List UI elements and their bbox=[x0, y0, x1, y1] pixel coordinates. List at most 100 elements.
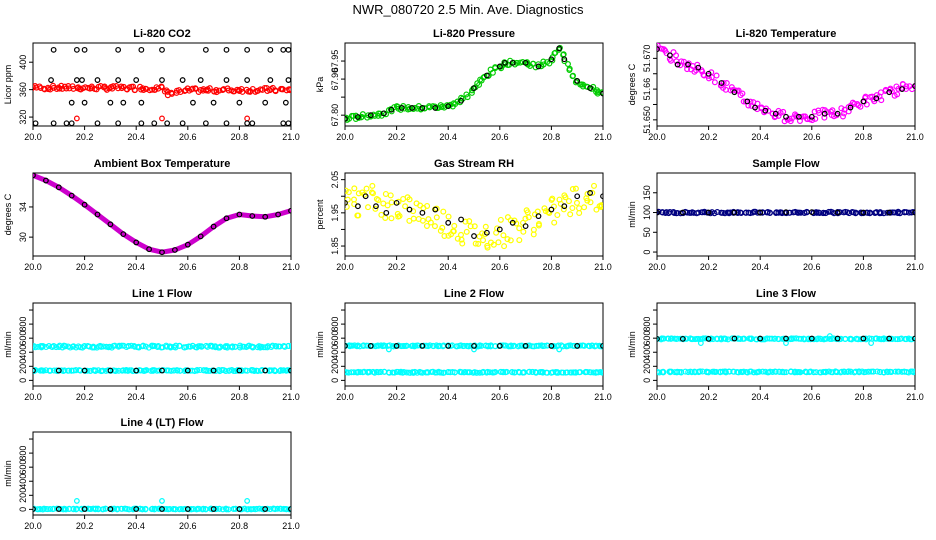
data-point bbox=[176, 87, 183, 94]
data-point bbox=[496, 343, 503, 349]
data-point bbox=[197, 233, 204, 240]
plot-area bbox=[345, 44, 603, 123]
data-point bbox=[138, 120, 145, 127]
data-point bbox=[264, 344, 271, 351]
data-point bbox=[737, 209, 744, 216]
data-point bbox=[393, 343, 400, 349]
data-point bbox=[504, 236, 511, 243]
data-point bbox=[894, 91, 901, 98]
data-point bbox=[172, 506, 179, 513]
data-point bbox=[393, 199, 400, 206]
data-point bbox=[857, 103, 864, 110]
x-tick-label: 21.0 bbox=[594, 392, 612, 402]
data-point bbox=[493, 229, 500, 236]
data-point bbox=[548, 206, 555, 213]
data-point bbox=[396, 212, 403, 219]
data-point bbox=[910, 369, 915, 376]
data-point bbox=[250, 505, 257, 512]
data-point bbox=[465, 343, 472, 350]
data-point bbox=[826, 368, 833, 375]
series-raw bbox=[345, 182, 603, 251]
data-point bbox=[69, 83, 76, 90]
data-point bbox=[520, 228, 527, 235]
x-tick-label: 20.0 bbox=[336, 132, 354, 142]
data-point bbox=[584, 197, 591, 204]
data-point bbox=[583, 83, 590, 90]
panel-title: Sample Flow bbox=[752, 158, 820, 170]
data-point bbox=[197, 366, 204, 373]
data-point bbox=[190, 99, 196, 106]
data-point bbox=[837, 369, 844, 376]
data-point bbox=[133, 239, 140, 246]
data-point bbox=[276, 367, 283, 374]
data-point bbox=[585, 342, 592, 349]
data-point bbox=[39, 343, 46, 350]
x-tick-label: 20.4 bbox=[127, 262, 145, 272]
data-point bbox=[454, 235, 461, 242]
x-tick-label: 20.8 bbox=[543, 132, 561, 142]
data-point bbox=[37, 367, 44, 374]
y-tick-label: 150 bbox=[642, 185, 652, 200]
data-point bbox=[572, 185, 579, 192]
data-point bbox=[403, 369, 410, 376]
panels-grid: Li-820 CO2 20.0 20.2 20.4 20.6 20.8 21.0 320 360… bbox=[3, 28, 924, 531]
y-tick-label: 400 bbox=[18, 474, 28, 489]
y-tick-label: 800 bbox=[18, 446, 28, 461]
data-point bbox=[419, 343, 426, 349]
data-point bbox=[720, 79, 727, 86]
data-point bbox=[244, 115, 251, 122]
x-tick-label: 20.0 bbox=[24, 392, 42, 402]
data-point bbox=[48, 77, 54, 83]
data-point bbox=[849, 209, 856, 216]
data-point bbox=[886, 335, 893, 342]
data-point bbox=[744, 98, 751, 105]
x-tick-label: 21.0 bbox=[906, 262, 924, 272]
data-point bbox=[195, 343, 202, 350]
data-point bbox=[880, 210, 887, 217]
data-point bbox=[471, 343, 477, 349]
x-tick-label: 20.8 bbox=[231, 262, 249, 272]
y-tick-label: 800 bbox=[642, 317, 652, 332]
data-point bbox=[471, 223, 478, 230]
data-point bbox=[863, 336, 870, 343]
data-point bbox=[577, 342, 584, 349]
x-tick-label: 20.0 bbox=[648, 392, 666, 402]
data-point bbox=[878, 97, 885, 104]
data-point bbox=[450, 228, 457, 235]
data-point bbox=[345, 115, 348, 122]
data-point bbox=[912, 368, 915, 375]
data-point bbox=[133, 506, 140, 512]
panel-2: Li-820 Pressure 20.0 20.2 20.4 20.6 20.8 21.0 6… bbox=[315, 28, 612, 142]
data-point bbox=[860, 335, 867, 342]
x-tick-label: 20.0 bbox=[336, 262, 354, 272]
data-point bbox=[671, 210, 678, 217]
data-point bbox=[432, 206, 439, 213]
y-axis-label: ml/min bbox=[3, 331, 13, 358]
data-point bbox=[737, 92, 744, 99]
data-point bbox=[397, 369, 404, 376]
data-point bbox=[735, 369, 742, 376]
data-point bbox=[562, 194, 569, 201]
data-point bbox=[367, 343, 374, 349]
data-point bbox=[84, 367, 91, 374]
data-point bbox=[565, 198, 572, 205]
y-axis-label: kPa bbox=[315, 77, 325, 93]
data-point bbox=[436, 342, 443, 349]
x-tick-label: 20.4 bbox=[127, 521, 145, 531]
data-point bbox=[600, 193, 603, 200]
data-point bbox=[880, 336, 887, 343]
data-point bbox=[827, 108, 834, 115]
data-point bbox=[202, 46, 209, 53]
y-tick-label: 34 bbox=[18, 202, 28, 212]
data-point bbox=[150, 367, 157, 374]
data-point bbox=[81, 46, 88, 53]
data-point bbox=[92, 506, 99, 513]
data-point bbox=[382, 190, 389, 197]
x-tick-label: 20.2 bbox=[700, 262, 718, 272]
data-point bbox=[94, 77, 101, 83]
data-point bbox=[351, 185, 358, 192]
data-point bbox=[829, 107, 836, 114]
data-point bbox=[406, 206, 413, 213]
data-point bbox=[678, 369, 685, 376]
data-point bbox=[576, 209, 583, 216]
